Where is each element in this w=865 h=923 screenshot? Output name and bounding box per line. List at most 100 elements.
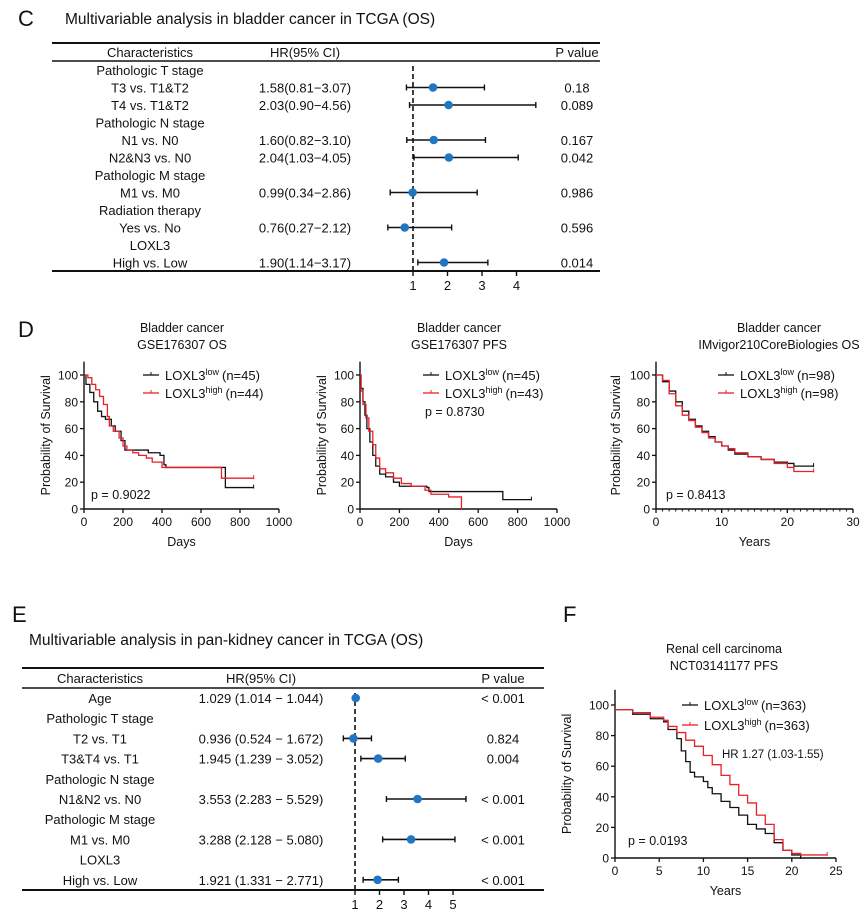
x-tick-label: 10 [715, 515, 729, 529]
chart-title: Bladder cancer [737, 321, 821, 335]
x-tick-label: 0 [653, 515, 660, 529]
row-p-value: 0.167 [561, 133, 594, 148]
x-tick-label: 1000 [544, 515, 571, 529]
row-hr-ci: 0.76(0.27−2.12) [259, 221, 351, 236]
x-tick-label: 800 [508, 515, 528, 529]
header-p-value: P value [481, 671, 524, 686]
row-label: Age [88, 691, 111, 706]
y-tick-label: 60 [65, 422, 79, 436]
y-axis-label: Probability of Survival [315, 375, 329, 495]
hr-point [428, 83, 438, 92]
hr-point [408, 188, 417, 197]
hr-point [444, 153, 454, 162]
x-tick-label: 600 [468, 515, 488, 529]
x-axis-label: Days [444, 535, 472, 549]
hr-point [444, 100, 453, 110]
legend-n: (n=45) [502, 368, 540, 383]
row-label: M1 vs. M0 [120, 186, 180, 201]
row-label: M1 vs. M0 [70, 832, 130, 847]
row-p-value: 0.986 [561, 186, 594, 201]
y-tick-label: 0 [71, 503, 78, 517]
header-hr: HR(95% CI) [270, 45, 340, 60]
axis-tick-label: 1 [409, 278, 416, 293]
row-hr-ci: 2.04(1.03−4.05) [259, 151, 351, 166]
panel-title: Multivariable analysis in bladder cancer… [65, 11, 435, 28]
row-label: Pathologic N stage [45, 772, 154, 787]
row-label: N1&N2 vs. N0 [59, 792, 141, 807]
hr-point [400, 223, 410, 232]
legend-n: (n=98) [801, 386, 839, 401]
y-tick-label: 80 [596, 729, 610, 743]
legend-name: LOXL3 [445, 368, 485, 383]
x-tick-label: 400 [152, 515, 172, 529]
row-p-value: 0.824 [487, 731, 520, 746]
x-tick-label: 20 [781, 515, 795, 529]
x-tick-label: 20 [785, 864, 799, 878]
panel-letter: D [18, 317, 34, 342]
row-label: Pathologic T stage [96, 63, 203, 78]
km-curve-high [84, 374, 254, 479]
row-hr-ci: 1.029 (1.014 − 1.044) [199, 691, 324, 706]
row-label: Pathologic M stage [45, 812, 156, 827]
y-tick-label: 40 [341, 449, 355, 463]
header-characteristics: Characteristics [107, 45, 193, 60]
x-tick-label: 5 [656, 864, 663, 878]
legend-entry-high: LOXL3high (n=98) [740, 385, 838, 401]
axis-tick-label: 2 [444, 278, 451, 293]
row-label: N1 vs. N0 [121, 133, 178, 148]
chart-subtitle: GSE176307 OS [137, 338, 227, 352]
legend-n: (n=45) [222, 368, 260, 383]
axis-tick-label: 5 [449, 897, 456, 912]
x-axis-label: Years [710, 884, 742, 898]
y-tick-label: 60 [637, 422, 651, 436]
chart-title: Renal cell carcinoma [666, 642, 782, 656]
row-label: High vs. Low [63, 873, 138, 888]
legend-entry-high: LOXL3high (n=363) [704, 717, 810, 733]
chart-title: Bladder cancer [140, 321, 224, 335]
legend-superscript: high [485, 385, 502, 395]
x-tick-label: 0 [81, 515, 88, 529]
hr-point [349, 734, 358, 743]
hr-point [429, 135, 439, 145]
row-hr-ci: 0.99(0.34−2.86) [259, 186, 351, 201]
row-p-value: < 0.001 [481, 873, 525, 888]
y-tick-label: 0 [347, 503, 354, 517]
y-tick-label: 100 [630, 369, 650, 383]
x-axis-label: Years [739, 535, 771, 549]
header-hr: HR(95% CI) [226, 671, 296, 686]
legend-superscript: low [205, 367, 219, 377]
axis-tick-label: 1 [351, 897, 358, 912]
row-hr-ci: 3.288 (2.128 − 5.080) [199, 832, 324, 847]
x-tick-label: 25 [829, 864, 843, 878]
y-tick-label: 80 [65, 395, 79, 409]
legend-n: (n=98) [797, 368, 835, 383]
row-label: T3 vs. T1&T2 [111, 81, 189, 96]
header-characteristics: Characteristics [57, 671, 143, 686]
hr-point [351, 693, 361, 703]
row-p-value: 0.042 [561, 151, 594, 166]
row-hr-ci: 0.936 (0.524 − 1.672) [199, 731, 324, 746]
legend-superscript: low [485, 367, 499, 377]
legend-name: LOXL3 [165, 386, 205, 401]
y-axis-label: Probability of Survival [560, 714, 574, 834]
legend-n: (n=363) [761, 698, 806, 713]
panel-letter: F [563, 602, 576, 627]
x-tick-label: 0 [612, 864, 619, 878]
y-tick-label: 40 [637, 449, 651, 463]
y-tick-label: 20 [596, 821, 610, 835]
y-tick-label: 40 [596, 790, 610, 804]
row-p-value: 0.089 [561, 98, 594, 113]
hr-point [439, 258, 449, 267]
legend-superscript: high [744, 717, 761, 727]
legend-entry-low: LOXL3low (n=45) [445, 367, 540, 383]
row-hr-ci: 1.945 (1.239 − 3.052) [199, 752, 324, 767]
axis-tick-label: 3 [478, 278, 485, 293]
row-label: Yes vs. No [119, 221, 181, 236]
hr-point [373, 754, 383, 763]
legend-n: (n=44) [226, 386, 264, 401]
row-p-value: < 0.001 [481, 832, 525, 847]
row-hr-ci: 1.921 (1.331 − 2.771) [199, 873, 324, 888]
x-tick-label: 15 [741, 864, 755, 878]
x-tick-label: 800 [230, 515, 250, 529]
axis-tick-label: 4 [425, 897, 432, 912]
